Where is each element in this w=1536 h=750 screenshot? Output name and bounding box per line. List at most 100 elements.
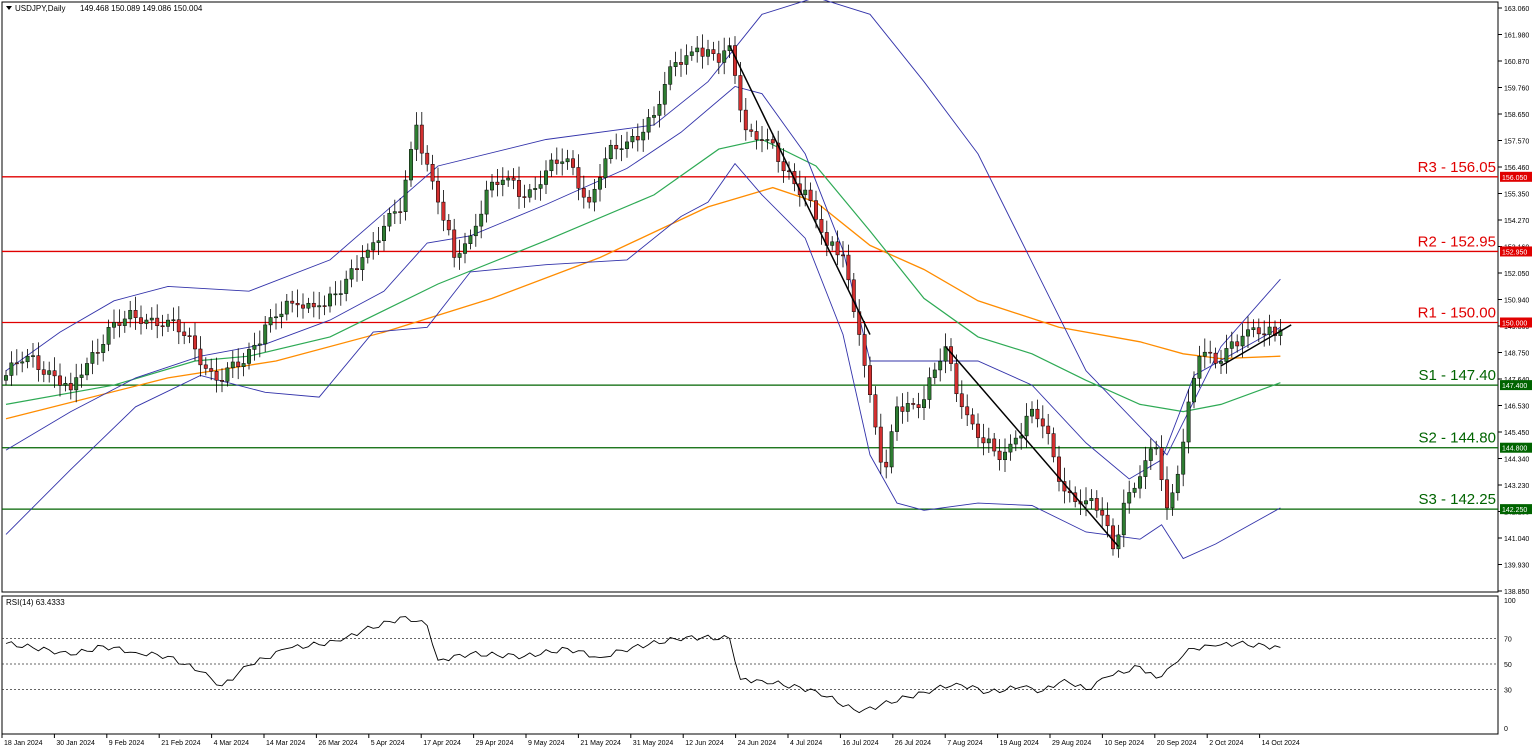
candle-bull [1121, 502, 1126, 536]
price-tick-label: 155.350 [1504, 192, 1529, 199]
candle-bear [997, 450, 1002, 461]
candle-bull [463, 243, 467, 254]
candle-bear [760, 139, 764, 141]
candle-bull [684, 55, 689, 65]
candle-bull [479, 213, 484, 227]
candle-bear [311, 302, 316, 308]
level-price-tag [1500, 246, 1532, 257]
price-tick-label: 161.980 [1504, 33, 1529, 40]
candle-bull [112, 322, 116, 328]
candle-bull [1240, 335, 1245, 347]
candle-bull [549, 159, 554, 172]
candle-bear [716, 53, 721, 63]
candle-bull [538, 184, 543, 189]
candle-bull [457, 253, 462, 258]
price-tick-label: 156.460 [1504, 165, 1529, 172]
candle-bull [895, 406, 899, 432]
candle-bull [695, 47, 700, 53]
chart-symbol: USDJPY,Daily [15, 4, 66, 13]
level-label: S2 - 144.80 [1418, 430, 1496, 447]
candle-bear [68, 383, 73, 391]
candle-bull [668, 66, 673, 85]
candle-bear [992, 438, 997, 452]
candle-bull [722, 50, 727, 63]
candle-bear [441, 201, 446, 221]
candle-bear [754, 131, 759, 140]
candle-bull [922, 399, 926, 408]
candle-bear [522, 196, 527, 198]
candle-bull [803, 189, 808, 196]
candle-bear [614, 144, 619, 150]
candle-bull [403, 179, 408, 212]
candle-bear [781, 161, 786, 172]
candle-bear [841, 254, 845, 257]
candle-bull [344, 278, 349, 294]
candle-bear [776, 142, 781, 162]
candle-bull [382, 225, 386, 241]
time-tick-label: 14 Oct 2024 [1262, 740, 1300, 747]
collapse-triangle-icon[interactable] [6, 6, 12, 10]
candle-bull [47, 370, 52, 375]
candle-bear [436, 180, 440, 203]
rsi-tick-label: 0 [1504, 726, 1508, 733]
candle-bear [36, 355, 41, 370]
price-tick-label: 159.760 [1504, 86, 1529, 93]
support-resistance-levels: R3 - 156.05 156.050 R2 - 152.95 152.950 R1 -… [2, 159, 1532, 515]
candle-bear [679, 62, 683, 65]
candle-bear [868, 365, 872, 395]
candle-bull [1024, 415, 1029, 437]
candle-bear [214, 371, 219, 381]
candle-bull [619, 148, 624, 150]
time-tick-label: 16 Jul 2024 [842, 740, 878, 747]
candle-bear [749, 129, 754, 132]
level-price-tag-text: 156.050 [1502, 175, 1527, 182]
candle-bull [484, 189, 489, 215]
candle-bull [63, 383, 68, 386]
candle-bull [598, 177, 602, 190]
time-tick-label: 12 Jun 2024 [685, 740, 724, 747]
candle-bull [1008, 443, 1013, 453]
candle-bull [500, 179, 505, 185]
candle-bear [1165, 479, 1169, 509]
candle-bull [79, 374, 84, 378]
candle-bear [965, 406, 970, 416]
candle-bear [176, 319, 181, 333]
candle-bull [257, 343, 262, 346]
candle-bull [1013, 437, 1018, 445]
price-tick-label: 144.340 [1504, 457, 1529, 464]
candle-bull [1197, 355, 1202, 379]
level-price-tag-text: 150.000 [1502, 320, 1527, 327]
level-label: S1 - 147.40 [1418, 367, 1496, 384]
candle-bull [1148, 448, 1153, 461]
candle-bull [225, 367, 230, 382]
candle-bear [182, 331, 187, 336]
level-price-tag [1500, 171, 1532, 182]
candle-bear [133, 310, 138, 318]
candle-bull [279, 313, 284, 318]
price-tick-label: 152.050 [1504, 271, 1529, 278]
candle-bear [1273, 326, 1277, 336]
level-price-tag-text: 147.400 [1502, 383, 1527, 390]
moving-average-green [5, 138, 1281, 413]
candle-bull [1084, 500, 1088, 505]
candle-bull [85, 363, 89, 376]
candle-bear [511, 177, 516, 181]
candle-bull [1132, 487, 1137, 493]
candle-bull [506, 177, 511, 181]
candle-bear [452, 229, 457, 258]
candle-bull [1267, 326, 1272, 335]
candle-bull [317, 305, 322, 308]
price-tick-label: 145.450 [1504, 430, 1529, 437]
candle-bull [1202, 351, 1207, 357]
candle-bear [117, 322, 122, 326]
price-tick-label: 143.230 [1504, 483, 1529, 490]
candle-bull [473, 225, 478, 237]
candle-bull [360, 257, 365, 270]
candle-bull [25, 355, 30, 363]
candle-bear [835, 241, 840, 256]
candle-bear [301, 304, 305, 309]
time-tick-label: 14 Mar 2024 [266, 740, 305, 747]
time-tick-label: 5 Apr 2024 [371, 740, 405, 747]
